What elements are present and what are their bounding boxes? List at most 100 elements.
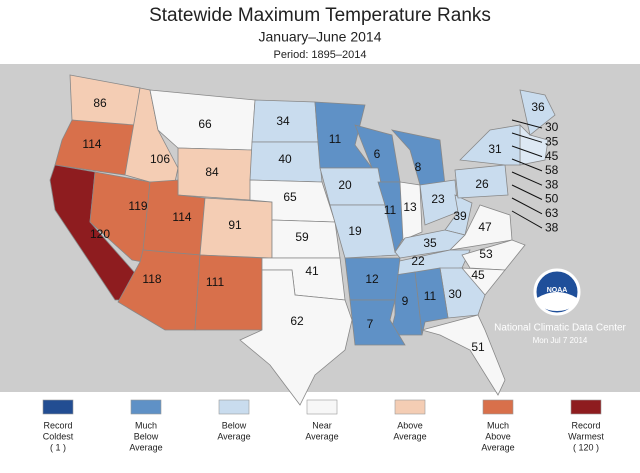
state-rank: 30 bbox=[448, 287, 462, 301]
legend-swatch bbox=[570, 399, 602, 415]
leader-line bbox=[511, 210, 543, 229]
noaa-logo-wave bbox=[537, 292, 577, 311]
legend-swatch bbox=[482, 399, 514, 415]
coast-rank: 45 bbox=[545, 149, 559, 163]
legend-label: Below bbox=[222, 420, 247, 430]
state-rank: 51 bbox=[471, 340, 485, 354]
state-rank: 86 bbox=[93, 96, 107, 110]
state-rank: 20 bbox=[338, 178, 352, 192]
coast-rank: 30 bbox=[545, 120, 559, 134]
state-rank: 9 bbox=[402, 294, 409, 308]
legend-label: Record bbox=[571, 420, 600, 430]
state-rank: 39 bbox=[453, 209, 467, 223]
credit-date: Mon Jul 7 2014 bbox=[533, 336, 588, 345]
state-rank: 62 bbox=[290, 314, 304, 328]
legend-swatch bbox=[130, 399, 162, 415]
legend-swatch bbox=[42, 399, 74, 415]
state-rank: 40 bbox=[278, 152, 292, 166]
state-rank: 6 bbox=[374, 147, 381, 161]
legend-swatch bbox=[218, 399, 250, 415]
leader-line bbox=[511, 184, 543, 200]
coast-rank: 35 bbox=[545, 134, 559, 148]
legend-swatch bbox=[306, 399, 338, 415]
leader-line bbox=[511, 171, 543, 186]
legend-label: Much bbox=[135, 420, 157, 430]
state bbox=[54, 119, 136, 176]
state bbox=[349, 299, 406, 346]
coast-rank: 58 bbox=[545, 163, 559, 177]
legend-label: Coldest bbox=[43, 431, 74, 441]
legend-swatch bbox=[394, 399, 426, 415]
legend-label: Below bbox=[134, 431, 159, 441]
legend-label: Above bbox=[485, 431, 511, 441]
state-rank: 84 bbox=[205, 165, 219, 179]
legend-label: ( 120 ) bbox=[573, 442, 599, 452]
state-rank: 120 bbox=[90, 227, 110, 241]
state-rank: 119 bbox=[128, 199, 147, 213]
state-rank: 65 bbox=[283, 190, 297, 204]
state-rank: 31 bbox=[488, 142, 502, 156]
state bbox=[459, 124, 521, 166]
coast-rank: 38 bbox=[545, 220, 559, 234]
state-rank: 8 bbox=[415, 160, 422, 174]
state-rank: 34 bbox=[276, 114, 290, 128]
state-rank: 114 bbox=[82, 137, 101, 151]
coast-rank: 50 bbox=[545, 192, 559, 206]
state-rank: 114 bbox=[172, 210, 191, 224]
state bbox=[420, 314, 506, 396]
state-rank: 53 bbox=[479, 247, 493, 261]
leader-line bbox=[511, 197, 543, 215]
state-rank: 11 bbox=[384, 203, 397, 217]
state bbox=[454, 164, 509, 199]
state-rank: 41 bbox=[305, 264, 319, 278]
state bbox=[461, 239, 526, 271]
legend-label: Much bbox=[487, 420, 509, 430]
state bbox=[389, 271, 423, 336]
state-rank: 36 bbox=[531, 100, 545, 114]
state bbox=[519, 89, 556, 136]
state-rank: 11 bbox=[329, 132, 342, 146]
state bbox=[319, 167, 386, 206]
legend-label: Average bbox=[217, 431, 250, 441]
leader-line bbox=[511, 132, 543, 143]
state bbox=[448, 204, 513, 251]
title: Statewide Maximum Temperature Ranks bbox=[149, 5, 491, 26]
state-rank: 23 bbox=[431, 192, 445, 206]
states bbox=[49, 74, 556, 406]
legend-label: Average bbox=[393, 431, 426, 441]
leader-line bbox=[511, 145, 543, 158]
coast-rank: 63 bbox=[545, 206, 559, 220]
state-rank: 13 bbox=[403, 200, 417, 214]
state-rank: 22 bbox=[411, 254, 425, 268]
state-rank: 59 bbox=[295, 230, 309, 244]
leader-line bbox=[511, 119, 543, 129]
coast-rank: 38 bbox=[545, 177, 559, 191]
state-rank: 7 bbox=[367, 317, 374, 331]
subtitle: January–June 2014 bbox=[259, 29, 382, 45]
state-rank: 91 bbox=[228, 218, 242, 232]
state-rank: 35 bbox=[423, 236, 437, 250]
legend-label: Near bbox=[312, 420, 332, 430]
legend-label: Above bbox=[397, 420, 423, 430]
state bbox=[194, 254, 263, 331]
credit-org: National Climatic Data Center bbox=[494, 323, 626, 334]
state bbox=[377, 181, 406, 254]
legend-label: Warmest bbox=[568, 431, 604, 441]
legend-label: Average bbox=[129, 442, 162, 452]
state-rank: 11 bbox=[424, 289, 437, 303]
legend-label: Average bbox=[305, 431, 338, 441]
state bbox=[399, 181, 423, 241]
state-rank: 118 bbox=[142, 272, 161, 286]
legend-label: ( 1 ) bbox=[50, 442, 66, 452]
state-rank: 26 bbox=[475, 177, 489, 191]
legend-label: Average bbox=[481, 442, 514, 452]
state-rank: 45 bbox=[471, 268, 485, 282]
leader-line bbox=[511, 158, 543, 172]
noaa-logo-text: NOAA bbox=[547, 287, 568, 294]
state-rank: 106 bbox=[150, 152, 170, 166]
period: Period: 1895–2014 bbox=[274, 49, 367, 61]
state bbox=[89, 171, 151, 263]
state-rank: 66 bbox=[198, 117, 212, 131]
